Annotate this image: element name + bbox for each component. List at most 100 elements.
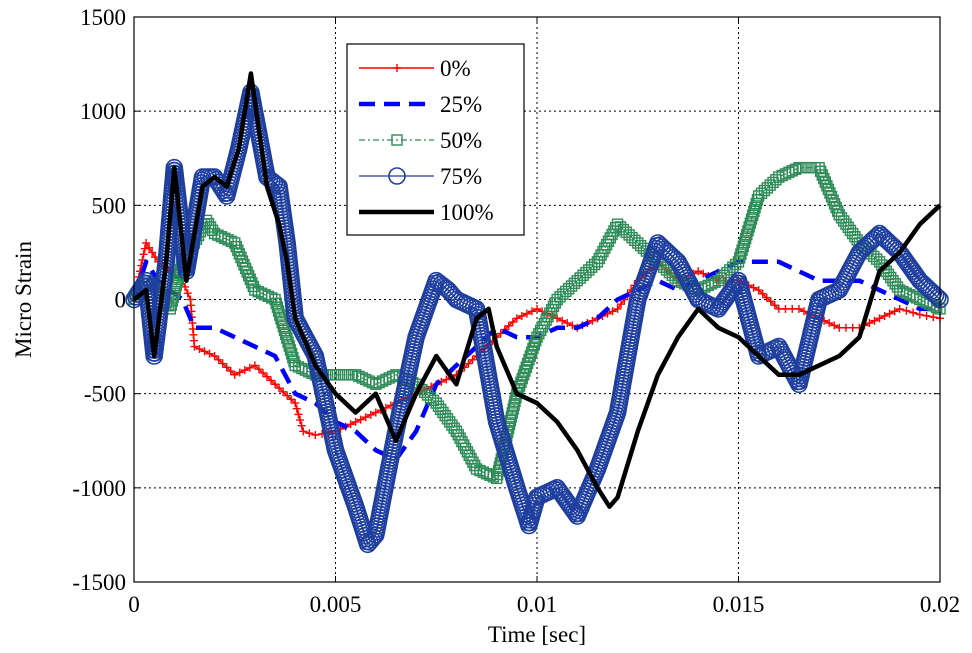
- data-point: [464, 359, 473, 368]
- data-point: [568, 321, 577, 330]
- data-point: [246, 277, 258, 289]
- data-point: [233, 248, 246, 260]
- series-layer: [125, 71, 949, 554]
- data-point: [915, 310, 924, 319]
- data-point: [371, 408, 380, 417]
- series-line: [132, 71, 942, 509]
- data-point: [277, 320, 290, 333]
- x-tick-label: 0.005: [310, 592, 362, 617]
- data-point: [226, 367, 235, 376]
- data-point: [230, 240, 243, 253]
- data-point: [311, 431, 320, 440]
- data-point: [751, 194, 764, 206]
- legend-item: 75%: [359, 164, 482, 189]
- data-point: [832, 205, 844, 217]
- data-point: [512, 314, 521, 323]
- data-point: [825, 319, 834, 328]
- legend-label: 25%: [440, 92, 482, 117]
- data-point: [885, 309, 894, 318]
- data-point: [517, 311, 526, 320]
- data-point: [774, 304, 783, 313]
- y-tick-label: -1500: [72, 570, 126, 595]
- data-point: [148, 248, 157, 257]
- data-point: [245, 363, 254, 372]
- data-point: [250, 361, 259, 370]
- data-point: [275, 313, 287, 325]
- data-point: [525, 346, 538, 358]
- data-point: [222, 234, 234, 246]
- legend-marker: [388, 167, 406, 185]
- data-point: [200, 347, 209, 356]
- data-point: [280, 328, 292, 341]
- data-point: [799, 307, 808, 316]
- x-tick-label: 0.02: [920, 592, 960, 617]
- series-line: [131, 259, 940, 462]
- data-point: [786, 165, 798, 177]
- data-point: [305, 429, 314, 438]
- data-point: [699, 269, 708, 278]
- data-point: [588, 316, 597, 325]
- data-point: [292, 404, 301, 413]
- y-axis-label: Micro Strain: [11, 241, 36, 358]
- data-point: [929, 313, 938, 322]
- data-point: [741, 228, 753, 241]
- legend: 0% 25% 50% 75% 100%: [346, 43, 525, 236]
- legend-item: 0%: [359, 56, 471, 81]
- data-point: [732, 256, 745, 268]
- x-tick-label: 0: [128, 592, 140, 617]
- series-50pct: [128, 161, 946, 485]
- data-point: [517, 369, 530, 381]
- legend-item: 25%: [359, 92, 482, 117]
- data-point: [287, 351, 299, 364]
- data-point: [770, 301, 779, 310]
- data-point: [287, 395, 296, 404]
- data-point: [346, 420, 355, 429]
- data-point: [505, 411, 518, 423]
- data-point: [467, 456, 479, 468]
- data-point: [254, 365, 263, 374]
- data-point: [749, 283, 758, 292]
- data-point: [285, 348, 298, 360]
- tick-labels: 0 0.005 0.01 0.015 0.02 -1500 -1000 -500 0 500 100…: [72, 5, 960, 617]
- data-point: [509, 395, 521, 408]
- data-point: [770, 174, 782, 186]
- data-point: [506, 407, 518, 419]
- y-tick-label: -1000: [72, 476, 126, 501]
- data-point: [269, 293, 281, 306]
- data-point: [738, 236, 751, 249]
- data-point: [819, 176, 831, 188]
- data-point: [274, 309, 286, 321]
- data-point: [745, 213, 758, 225]
- data-point: [870, 316, 879, 325]
- data-point: [361, 413, 370, 422]
- data-point: [827, 194, 839, 206]
- data-point: [758, 289, 767, 298]
- data-point: [232, 244, 244, 256]
- data-point: [202, 217, 215, 230]
- data-point: [267, 376, 276, 385]
- data-point: [816, 169, 828, 181]
- data-point: [848, 323, 857, 332]
- data-point: [519, 365, 531, 377]
- data-point: [709, 276, 721, 288]
- data-point: [742, 225, 754, 237]
- data-point: [279, 387, 288, 396]
- data-point: [736, 244, 748, 256]
- data-point: [613, 304, 622, 313]
- legend-label: 100%: [440, 200, 494, 225]
- data-point: [299, 427, 308, 436]
- data-point: [238, 259, 250, 271]
- data-point: [821, 180, 833, 192]
- data-point: [504, 321, 513, 330]
- data-point: [230, 370, 239, 379]
- data-point: [468, 355, 477, 364]
- data-point: [195, 344, 204, 353]
- data-point: [145, 243, 154, 252]
- legend-item: 50%: [359, 128, 482, 153]
- data-point: [278, 324, 291, 337]
- data-point: [739, 232, 752, 245]
- data-point: [271, 380, 280, 389]
- data-point: [909, 308, 918, 317]
- y-tick-label: -500: [84, 382, 126, 407]
- data-point: [608, 307, 617, 316]
